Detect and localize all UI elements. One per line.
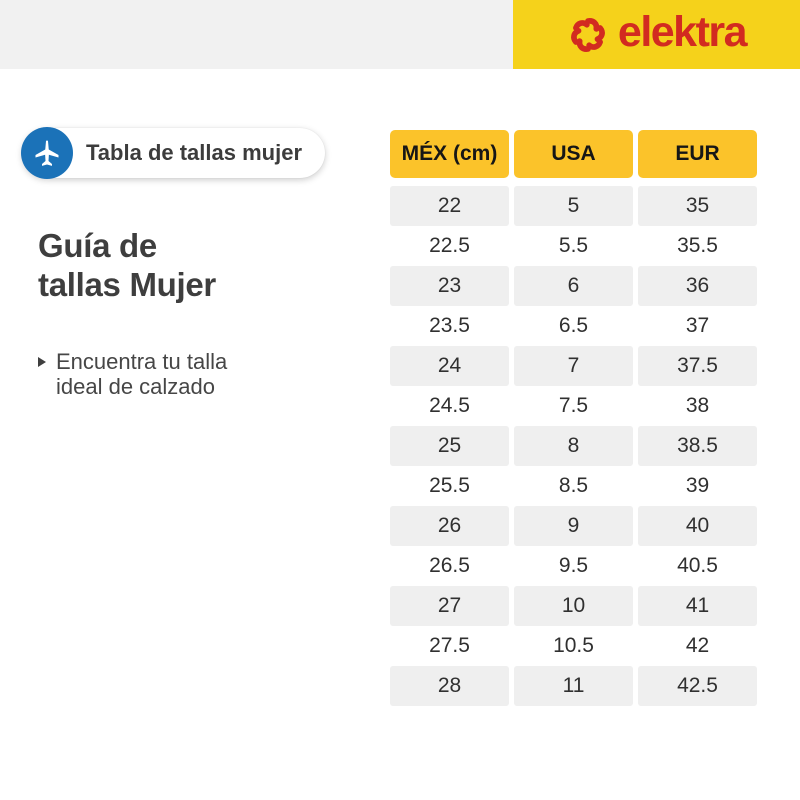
- table-row: 28 11 42.5: [390, 666, 757, 706]
- table-cell: 7: [514, 346, 633, 386]
- brand-name: elektra: [617, 8, 748, 56]
- table-cell: 7.5: [514, 386, 633, 426]
- table-cell: 41: [638, 586, 757, 626]
- size-table: MÉX (cm) USA EUR 22 5 35 22.5 5.5 35.5 23 6 36 23…: [390, 130, 757, 706]
- table-cell: 8.5: [514, 466, 633, 506]
- table-cell: 23.5: [390, 306, 509, 346]
- table-cell: 38: [638, 386, 757, 426]
- elektra-pinwheel-icon: [567, 14, 609, 56]
- table-row: 25 8 38.5: [390, 426, 757, 466]
- column-header-usa: USA: [514, 130, 633, 178]
- size-guide-badge: Tabla de tallas mujer: [21, 126, 325, 179]
- table-cell: 27.5: [390, 626, 509, 666]
- table-cell: 9.5: [514, 546, 633, 586]
- table-cell: 37.5: [638, 346, 757, 386]
- table-cell: 10: [514, 586, 633, 626]
- page-title-line1: Guía de: [38, 227, 157, 264]
- table-cell: 42: [638, 626, 757, 666]
- table-cell: 8: [514, 426, 633, 466]
- table-cell: 22.5: [390, 226, 509, 266]
- table-cell: 6: [514, 266, 633, 306]
- page-title: Guía de tallas Mujer: [38, 226, 216, 304]
- table-cell: 25.5: [390, 466, 509, 506]
- bullet-text-line1: Encuentra tu talla: [56, 349, 228, 374]
- table-cell: 22: [390, 186, 509, 226]
- table-cell: 40: [638, 506, 757, 546]
- table-row: 24.5 7.5 38: [390, 386, 757, 426]
- table-cell: 28: [390, 666, 509, 706]
- table-cell: 9: [514, 506, 633, 546]
- table-cell: 23: [390, 266, 509, 306]
- table-cell: 42.5: [638, 666, 757, 706]
- bullet-arrow-icon: [38, 357, 46, 367]
- table-cell: 10.5: [514, 626, 633, 666]
- column-header-mex: MÉX (cm): [390, 130, 509, 178]
- bullet-text: Encuentra tu talla ideal de calzado: [56, 349, 227, 399]
- table-row: 26 9 40: [390, 506, 757, 546]
- brand-header: elektra: [513, 0, 800, 69]
- column-header-eur: EUR: [638, 130, 757, 178]
- table-cell: 40.5: [638, 546, 757, 586]
- table-row: 24 7 37.5: [390, 346, 757, 386]
- table-row: 23.5 6.5 37: [390, 306, 757, 346]
- airplane-icon: [35, 139, 59, 166]
- table-cell: 39: [638, 466, 757, 506]
- page-title-line2: tallas Mujer: [38, 266, 216, 303]
- table-cell: 37: [638, 306, 757, 346]
- table-cell: 25: [390, 426, 509, 466]
- table-row: 25.5 8.5 39: [390, 466, 757, 506]
- bullet-item: Encuentra tu talla ideal de calzado: [38, 349, 227, 399]
- table-cell: 35.5: [638, 226, 757, 266]
- table-row: 27.5 10.5 42: [390, 626, 757, 666]
- table-cell: 24: [390, 346, 509, 386]
- table-cell: 26.5: [390, 546, 509, 586]
- table-row: 22.5 5.5 35.5: [390, 226, 757, 266]
- table-cell: 11: [514, 666, 633, 706]
- table-row: 26.5 9.5 40.5: [390, 546, 757, 586]
- table-cell: 36: [638, 266, 757, 306]
- table-cell: 35: [638, 186, 757, 226]
- table-row: 22 5 35: [390, 186, 757, 226]
- top-bar-gray-section: [0, 0, 513, 69]
- table-cell: 26: [390, 506, 509, 546]
- airplane-icon-circle: [21, 126, 73, 179]
- top-bar: elektra: [0, 0, 800, 69]
- table-row: 27 10 41: [390, 586, 757, 626]
- table-cell: 24.5: [390, 386, 509, 426]
- badge-label: Tabla de tallas mujer: [86, 140, 303, 165]
- table-cell: 5.5: [514, 226, 633, 266]
- size-table-body: 22 5 35 22.5 5.5 35.5 23 6 36 23.5 6.5 37 24 7 37.5 24.…: [390, 186, 757, 706]
- table-cell: 5: [514, 186, 633, 226]
- table-cell: 27: [390, 586, 509, 626]
- table-cell: 38.5: [638, 426, 757, 466]
- table-row: 23 6 36: [390, 266, 757, 306]
- size-table-header-row: MÉX (cm) USA EUR: [390, 130, 757, 178]
- table-cell: 6.5: [514, 306, 633, 346]
- bullet-text-line2: ideal de calzado: [56, 374, 216, 399]
